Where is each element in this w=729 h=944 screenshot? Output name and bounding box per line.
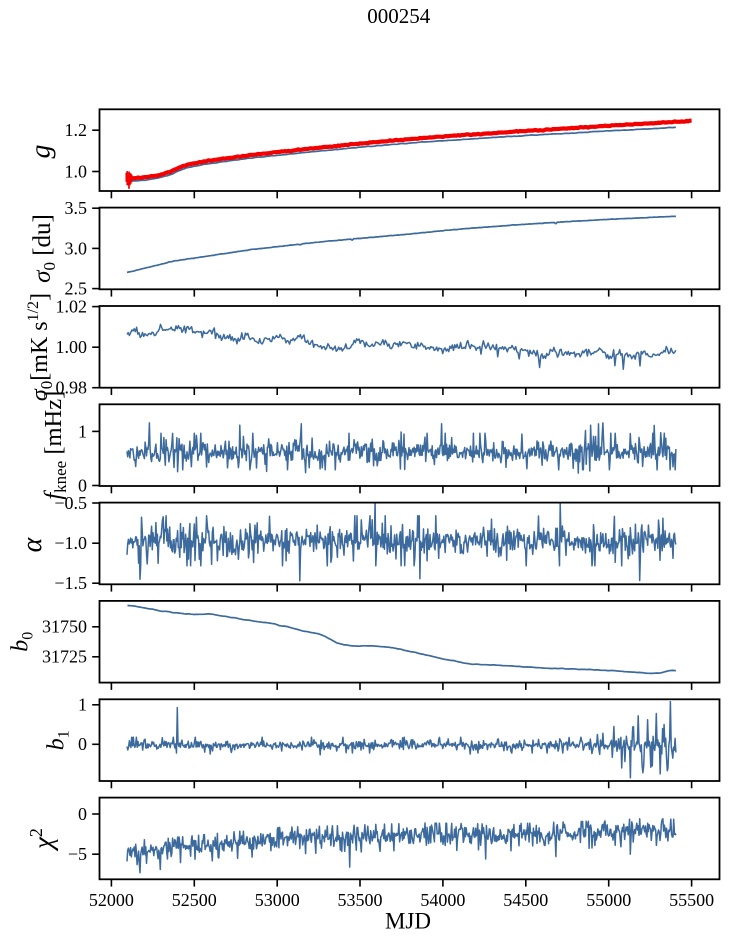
svg-text:52000: 52000 xyxy=(89,890,134,910)
svg-text:1.02: 1.02 xyxy=(56,297,88,317)
svg-text:54500: 54500 xyxy=(503,890,548,910)
svg-text:−5: −5 xyxy=(68,844,87,864)
svg-text:σ0[mK s1/2]: σ0[mK s1/2] xyxy=(25,293,56,401)
svg-text:0: 0 xyxy=(78,804,87,824)
svg-text:−0.5: −0.5 xyxy=(54,493,87,513)
svg-text:−1.5: −1.5 xyxy=(54,573,87,593)
svg-text:MJD: MJD xyxy=(385,909,431,934)
svg-text:52500: 52500 xyxy=(172,890,217,910)
svg-text:1: 1 xyxy=(78,421,87,441)
svg-text:31750: 31750 xyxy=(42,617,87,637)
svg-text:σ0 [du]: σ0 [du] xyxy=(29,214,59,283)
svg-text:53000: 53000 xyxy=(255,890,300,910)
svg-text:0: 0 xyxy=(78,734,87,754)
svg-text:g: g xyxy=(26,145,57,159)
svg-text:b1: b1 xyxy=(44,730,73,750)
svg-text:1.0: 1.0 xyxy=(65,161,88,181)
svg-text:1: 1 xyxy=(78,695,87,715)
svg-text:55500: 55500 xyxy=(669,890,714,910)
svg-text:54000: 54000 xyxy=(420,890,465,910)
svg-text:3.5: 3.5 xyxy=(65,198,88,218)
svg-text:1.00: 1.00 xyxy=(56,337,88,357)
svg-text:31725: 31725 xyxy=(42,647,87,667)
svg-text:2.5: 2.5 xyxy=(65,279,88,299)
svg-text:55000: 55000 xyxy=(586,890,631,910)
svg-text:1.2: 1.2 xyxy=(65,120,88,140)
svg-text:0.98: 0.98 xyxy=(56,378,88,398)
svg-text:0: 0 xyxy=(78,475,87,495)
svg-text:3.0: 3.0 xyxy=(65,238,88,258)
svg-text:000254: 000254 xyxy=(367,4,431,28)
svg-text:α: α xyxy=(17,536,48,552)
svg-text:fknee [mHz]: fknee [mHz] xyxy=(40,391,70,500)
svg-text:χ2: χ2 xyxy=(26,828,58,852)
svg-text:b0: b0 xyxy=(8,632,37,652)
svg-text:53500: 53500 xyxy=(338,890,383,910)
svg-text:−1.0: −1.0 xyxy=(54,533,87,553)
